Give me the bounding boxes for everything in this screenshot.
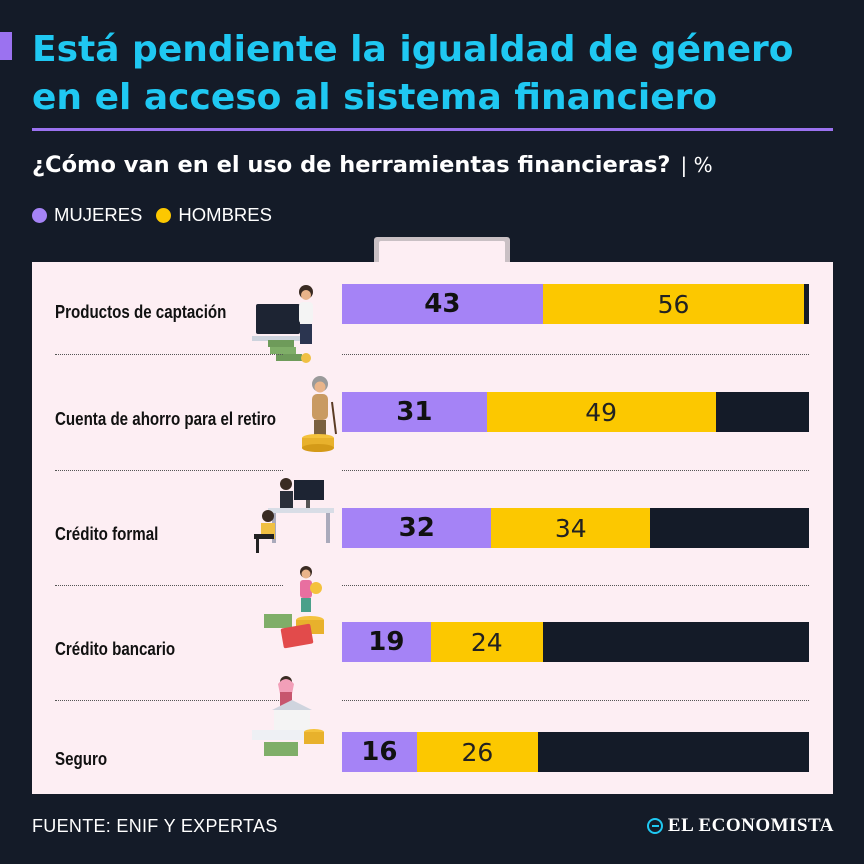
woman-coins-card-icon [256, 564, 346, 654]
family-house-money-icon [244, 674, 334, 764]
bar-male: 26 [416, 732, 539, 772]
row-divider-left [55, 700, 283, 701]
bar-female: 31 [342, 392, 487, 432]
bar-male: 56 [542, 284, 805, 324]
bar-male: 34 [491, 508, 651, 548]
bar-track: 31 49 [342, 392, 809, 432]
subtitle-text: ¿Cómo van en el uso de herramientas fina… [32, 152, 671, 178]
chart-panel: Productos de captación 43 56 Cuenta de aho… [32, 262, 833, 794]
legend-label-female: MUJERES [54, 204, 143, 225]
bar-track: 19 24 [342, 622, 809, 662]
data-label-female: 16 [361, 737, 398, 767]
category-label: Crédito formal [55, 524, 159, 544]
title-line-1: Está pendiente la igualdad de género [32, 29, 794, 70]
elderly-woman-coins-icon [272, 372, 362, 462]
row-divider-right [342, 700, 809, 701]
bar-track: 43 56 [342, 284, 809, 324]
bar-female: 16 [342, 732, 417, 772]
legend-item-male: HOMBRES [156, 204, 272, 226]
bar-female: 32 [342, 508, 492, 548]
data-label-male: 24 [470, 627, 503, 657]
office-desk-icon [248, 474, 338, 564]
brand-name: EL ECONOMISTA [667, 815, 834, 836]
data-label-male: 26 [461, 737, 494, 767]
bar-male: 49 [486, 392, 716, 432]
bar-female: 19 [342, 622, 431, 662]
data-label-female: 19 [368, 627, 405, 657]
legend-item-female: MUJERES [32, 204, 142, 226]
row-divider-right [342, 470, 809, 471]
row-divider-left [55, 585, 283, 586]
brand-logo-icon [646, 818, 663, 834]
brand-logo: EL ECONOMISTA [646, 815, 834, 837]
legend: MUJERES HOMBRES [32, 204, 286, 226]
category-label: Crédito bancario [55, 639, 176, 659]
row-divider-left [55, 354, 283, 355]
source-note: FUENTE: ENIF Y EXPERTAS [32, 816, 278, 836]
data-label-male: 49 [585, 397, 618, 427]
bar-track: 32 34 [342, 508, 809, 548]
panel-tab [379, 241, 505, 270]
bar-male: 24 [430, 622, 543, 662]
legend-dot-male [156, 207, 172, 223]
data-label-female: 43 [424, 289, 461, 319]
chart-subtitle: ¿Cómo van en el uso de herramientas fina… [32, 152, 713, 178]
bar-track: 16 26 [342, 732, 809, 772]
person-at-computer-icon [248, 278, 338, 368]
category-label: Productos de captación [55, 302, 227, 322]
row-divider-left [55, 470, 283, 471]
legend-dot-female [32, 207, 47, 223]
data-label-female: 32 [398, 513, 435, 543]
bar-female: 43 [342, 284, 543, 324]
data-label-male: 56 [657, 289, 690, 319]
data-label-female: 31 [396, 397, 433, 427]
legend-label-male: HOMBRES [178, 204, 272, 225]
chart-title: Está pendiente la igualdad de género en … [32, 26, 842, 122]
category-label: Seguro [55, 749, 108, 769]
category-label: Cuenta de ahorro para el retiro [55, 409, 276, 429]
row-divider-right [342, 354, 809, 355]
title-line-2: en el acceso al sistema financiero [32, 77, 718, 118]
unit-label: | % [680, 153, 713, 177]
row-divider-right [342, 585, 809, 586]
data-label-male: 34 [554, 513, 587, 543]
title-divider [32, 128, 833, 131]
accent-bar [0, 32, 12, 60]
